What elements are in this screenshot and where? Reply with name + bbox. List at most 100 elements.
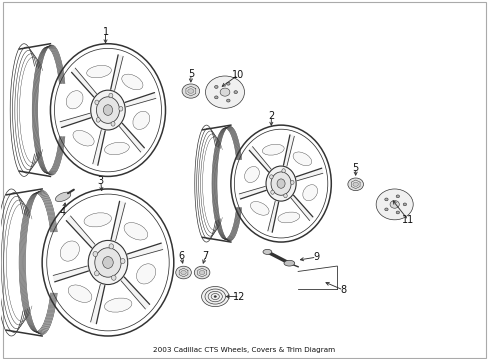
Text: 2003 Cadillac CTS Wheels, Covers & Trim Diagram: 2003 Cadillac CTS Wheels, Covers & Trim …: [153, 347, 335, 354]
Ellipse shape: [111, 121, 115, 126]
Text: 3: 3: [98, 176, 103, 186]
Polygon shape: [111, 201, 125, 241]
Polygon shape: [121, 277, 149, 309]
Text: 5: 5: [352, 163, 358, 173]
Ellipse shape: [109, 93, 113, 98]
Ellipse shape: [73, 130, 94, 146]
Polygon shape: [290, 195, 312, 221]
Ellipse shape: [214, 85, 218, 88]
Text: 6: 6: [178, 251, 184, 261]
Polygon shape: [125, 93, 156, 107]
Ellipse shape: [84, 213, 111, 227]
Ellipse shape: [136, 264, 155, 284]
Polygon shape: [110, 55, 123, 90]
Text: 4: 4: [60, 207, 66, 217]
Ellipse shape: [281, 169, 285, 173]
Ellipse shape: [352, 182, 358, 186]
Text: 9: 9: [313, 252, 319, 262]
Ellipse shape: [86, 66, 111, 78]
Polygon shape: [93, 130, 105, 165]
Polygon shape: [71, 68, 96, 97]
Polygon shape: [90, 284, 104, 324]
Ellipse shape: [214, 96, 218, 99]
Ellipse shape: [262, 144, 284, 155]
Ellipse shape: [226, 99, 229, 102]
Ellipse shape: [395, 211, 399, 214]
Ellipse shape: [60, 241, 79, 261]
Polygon shape: [60, 113, 91, 127]
Ellipse shape: [94, 271, 99, 276]
Ellipse shape: [284, 260, 294, 266]
Text: 5: 5: [187, 69, 194, 79]
Ellipse shape: [403, 203, 406, 206]
Ellipse shape: [384, 208, 387, 211]
Polygon shape: [119, 123, 144, 152]
Ellipse shape: [226, 82, 229, 85]
Ellipse shape: [220, 88, 229, 96]
Ellipse shape: [102, 257, 113, 268]
Polygon shape: [53, 266, 88, 282]
Ellipse shape: [302, 185, 317, 201]
Ellipse shape: [205, 76, 244, 108]
Ellipse shape: [395, 195, 399, 198]
Ellipse shape: [95, 248, 121, 277]
Ellipse shape: [96, 118, 100, 122]
Ellipse shape: [88, 240, 127, 284]
Ellipse shape: [111, 275, 116, 280]
Ellipse shape: [201, 287, 228, 307]
Text: 8: 8: [340, 285, 346, 295]
Text: 2: 2: [267, 111, 274, 121]
Ellipse shape: [103, 105, 112, 115]
Ellipse shape: [199, 270, 204, 275]
Ellipse shape: [109, 244, 113, 249]
Ellipse shape: [270, 172, 290, 195]
Polygon shape: [267, 201, 278, 232]
Polygon shape: [249, 147, 270, 172]
Text: 1: 1: [102, 27, 108, 37]
Ellipse shape: [270, 190, 274, 194]
Ellipse shape: [104, 298, 132, 312]
Ellipse shape: [181, 270, 186, 275]
Ellipse shape: [290, 180, 293, 184]
Ellipse shape: [194, 266, 209, 279]
Polygon shape: [283, 135, 294, 166]
Ellipse shape: [68, 285, 92, 302]
Ellipse shape: [347, 178, 363, 190]
Polygon shape: [66, 216, 95, 248]
Ellipse shape: [104, 142, 129, 155]
Ellipse shape: [175, 266, 191, 279]
Ellipse shape: [124, 222, 147, 240]
Ellipse shape: [122, 74, 142, 90]
Polygon shape: [127, 243, 163, 259]
Ellipse shape: [214, 296, 216, 297]
Text: 10: 10: [232, 70, 244, 80]
Ellipse shape: [292, 152, 311, 166]
Ellipse shape: [244, 166, 259, 183]
Ellipse shape: [384, 198, 387, 201]
Ellipse shape: [96, 97, 119, 123]
Ellipse shape: [263, 249, 271, 255]
Ellipse shape: [133, 111, 149, 130]
Ellipse shape: [93, 251, 98, 257]
Ellipse shape: [269, 175, 273, 179]
Ellipse shape: [182, 84, 199, 98]
Text: 7: 7: [202, 251, 208, 261]
Ellipse shape: [90, 90, 125, 130]
Ellipse shape: [277, 212, 299, 223]
Ellipse shape: [66, 91, 83, 109]
Ellipse shape: [55, 192, 71, 202]
Polygon shape: [239, 186, 265, 199]
Ellipse shape: [277, 179, 285, 188]
Ellipse shape: [375, 189, 412, 220]
Ellipse shape: [283, 194, 286, 198]
Ellipse shape: [95, 100, 99, 105]
Ellipse shape: [120, 258, 125, 264]
Ellipse shape: [265, 166, 296, 201]
Ellipse shape: [250, 202, 268, 215]
Ellipse shape: [233, 91, 237, 94]
Text: 11: 11: [402, 215, 414, 225]
Ellipse shape: [119, 107, 122, 111]
Ellipse shape: [389, 201, 399, 208]
Text: 12: 12: [233, 292, 245, 302]
Polygon shape: [295, 168, 322, 181]
